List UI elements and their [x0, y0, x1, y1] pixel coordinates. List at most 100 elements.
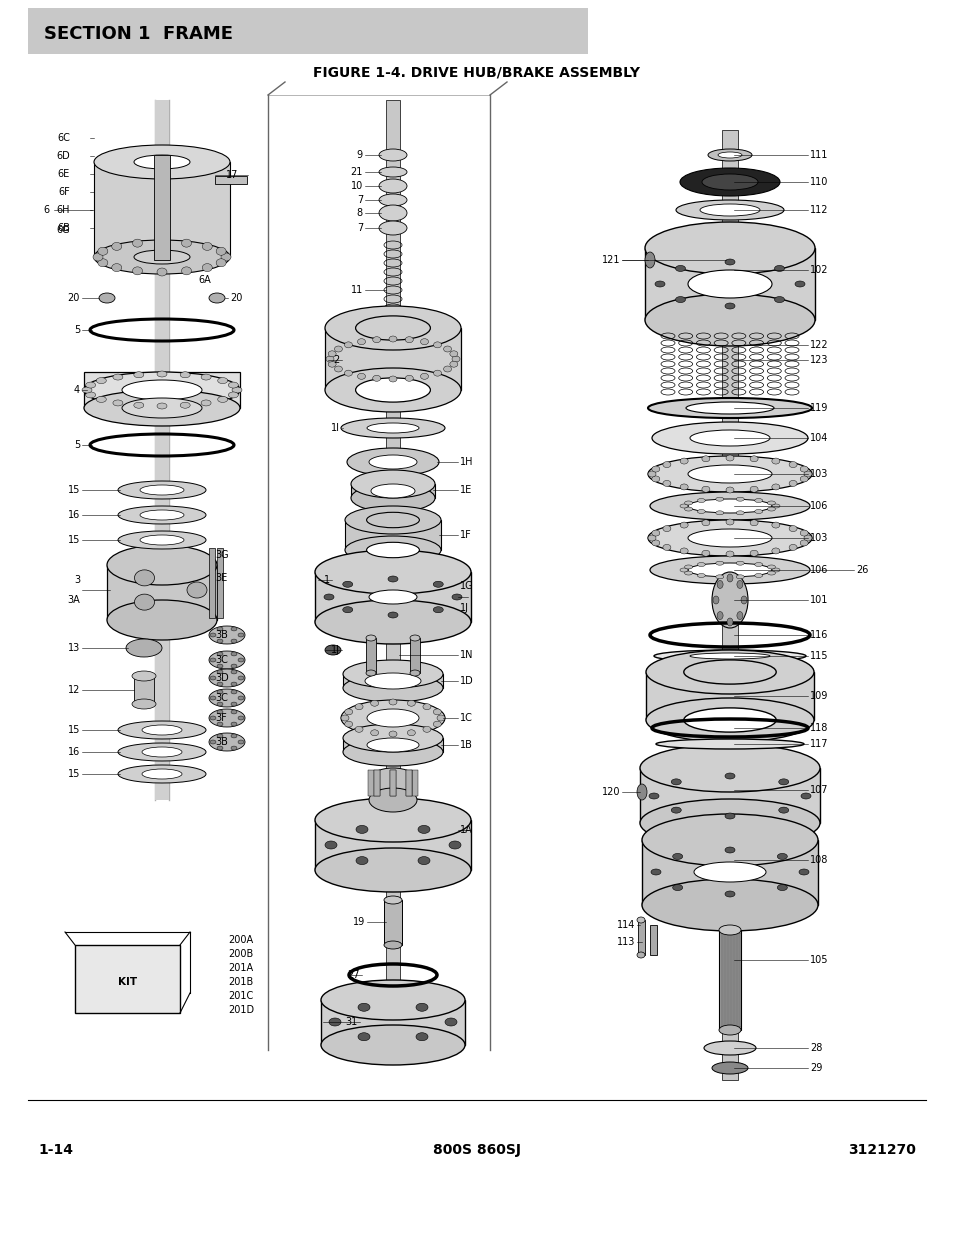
Ellipse shape [216, 664, 223, 668]
Text: 11: 11 [351, 285, 363, 295]
Ellipse shape [711, 1062, 747, 1074]
Ellipse shape [126, 638, 162, 657]
Ellipse shape [697, 562, 704, 567]
Ellipse shape [216, 652, 223, 656]
Ellipse shape [344, 709, 353, 715]
Ellipse shape [724, 890, 734, 897]
Ellipse shape [210, 634, 215, 637]
Ellipse shape [684, 508, 692, 511]
Text: 200B: 200B [228, 948, 253, 960]
Ellipse shape [378, 179, 407, 193]
Ellipse shape [726, 574, 732, 582]
Ellipse shape [132, 240, 142, 247]
Ellipse shape [697, 573, 704, 578]
Bar [721, 130, 738, 1079]
Ellipse shape [366, 671, 375, 676]
Ellipse shape [340, 417, 444, 438]
Text: 201C: 201C [228, 990, 253, 1002]
Ellipse shape [221, 253, 231, 261]
Text: 121: 121 [601, 254, 619, 266]
Text: 6: 6 [44, 205, 50, 215]
Ellipse shape [771, 522, 779, 529]
Text: 103: 103 [809, 469, 827, 479]
Text: 108: 108 [809, 855, 827, 864]
Ellipse shape [157, 370, 167, 377]
Ellipse shape [142, 725, 182, 735]
Ellipse shape [801, 793, 810, 799]
Ellipse shape [355, 378, 430, 403]
Bar [384, 900, 401, 945]
Ellipse shape [726, 618, 732, 626]
Ellipse shape [344, 370, 352, 377]
Ellipse shape [118, 506, 206, 524]
Text: 1C: 1C [459, 713, 473, 722]
Ellipse shape [237, 634, 244, 637]
Ellipse shape [231, 664, 236, 668]
Text: 3G: 3G [214, 550, 229, 559]
Ellipse shape [777, 853, 786, 860]
Ellipse shape [209, 669, 245, 687]
Bar [405, 769, 411, 797]
Ellipse shape [647, 471, 656, 477]
Ellipse shape [340, 715, 349, 721]
Ellipse shape [389, 699, 396, 705]
Ellipse shape [417, 825, 430, 834]
Ellipse shape [340, 700, 444, 736]
Ellipse shape [689, 653, 769, 659]
Bar [739, 932, 740, 1028]
Ellipse shape [684, 501, 692, 505]
Ellipse shape [405, 337, 413, 342]
Text: 201D: 201D [228, 1005, 253, 1015]
Ellipse shape [216, 259, 226, 267]
Ellipse shape [410, 671, 419, 676]
Ellipse shape [228, 382, 238, 388]
Ellipse shape [389, 336, 396, 342]
Ellipse shape [180, 403, 190, 409]
Ellipse shape [717, 580, 722, 588]
Text: 27: 27 [347, 969, 359, 981]
Ellipse shape [774, 296, 783, 303]
Ellipse shape [701, 520, 709, 526]
Text: 106: 106 [809, 564, 827, 576]
Ellipse shape [715, 574, 723, 579]
Ellipse shape [351, 484, 435, 513]
Text: 6H: 6H [56, 205, 70, 215]
Ellipse shape [366, 635, 375, 641]
Bar [645, 672, 813, 720]
Text: 114: 114 [616, 920, 635, 930]
Ellipse shape [142, 747, 182, 757]
Ellipse shape [749, 551, 758, 556]
Ellipse shape [180, 372, 190, 378]
Ellipse shape [687, 466, 771, 483]
Ellipse shape [373, 375, 380, 382]
Ellipse shape [724, 773, 734, 779]
Bar [639, 768, 820, 823]
Text: 200A: 200A [228, 935, 253, 945]
Ellipse shape [703, 1041, 755, 1055]
Ellipse shape [112, 374, 123, 380]
Ellipse shape [132, 671, 156, 680]
Ellipse shape [347, 448, 438, 475]
Ellipse shape [641, 879, 817, 931]
Ellipse shape [118, 721, 206, 739]
Bar [390, 769, 395, 797]
Ellipse shape [366, 542, 419, 558]
Ellipse shape [754, 499, 761, 503]
Ellipse shape [450, 361, 457, 367]
Ellipse shape [647, 520, 811, 556]
Text: 3B: 3B [214, 737, 228, 747]
Ellipse shape [216, 638, 223, 643]
Ellipse shape [209, 734, 245, 751]
Ellipse shape [685, 403, 773, 414]
Text: 20: 20 [68, 293, 80, 303]
Ellipse shape [687, 563, 771, 577]
Ellipse shape [700, 204, 760, 216]
Text: FIGURE 1-4. DRIVE HUB/BRAKE ASSEMBLY: FIGURE 1-4. DRIVE HUB/BRAKE ASSEMBLY [314, 65, 639, 79]
Text: 15: 15 [68, 485, 80, 495]
Ellipse shape [344, 342, 352, 348]
Ellipse shape [355, 857, 368, 864]
Bar [644, 248, 814, 320]
Bar [723, 932, 725, 1028]
Ellipse shape [433, 582, 443, 588]
Ellipse shape [216, 746, 223, 750]
